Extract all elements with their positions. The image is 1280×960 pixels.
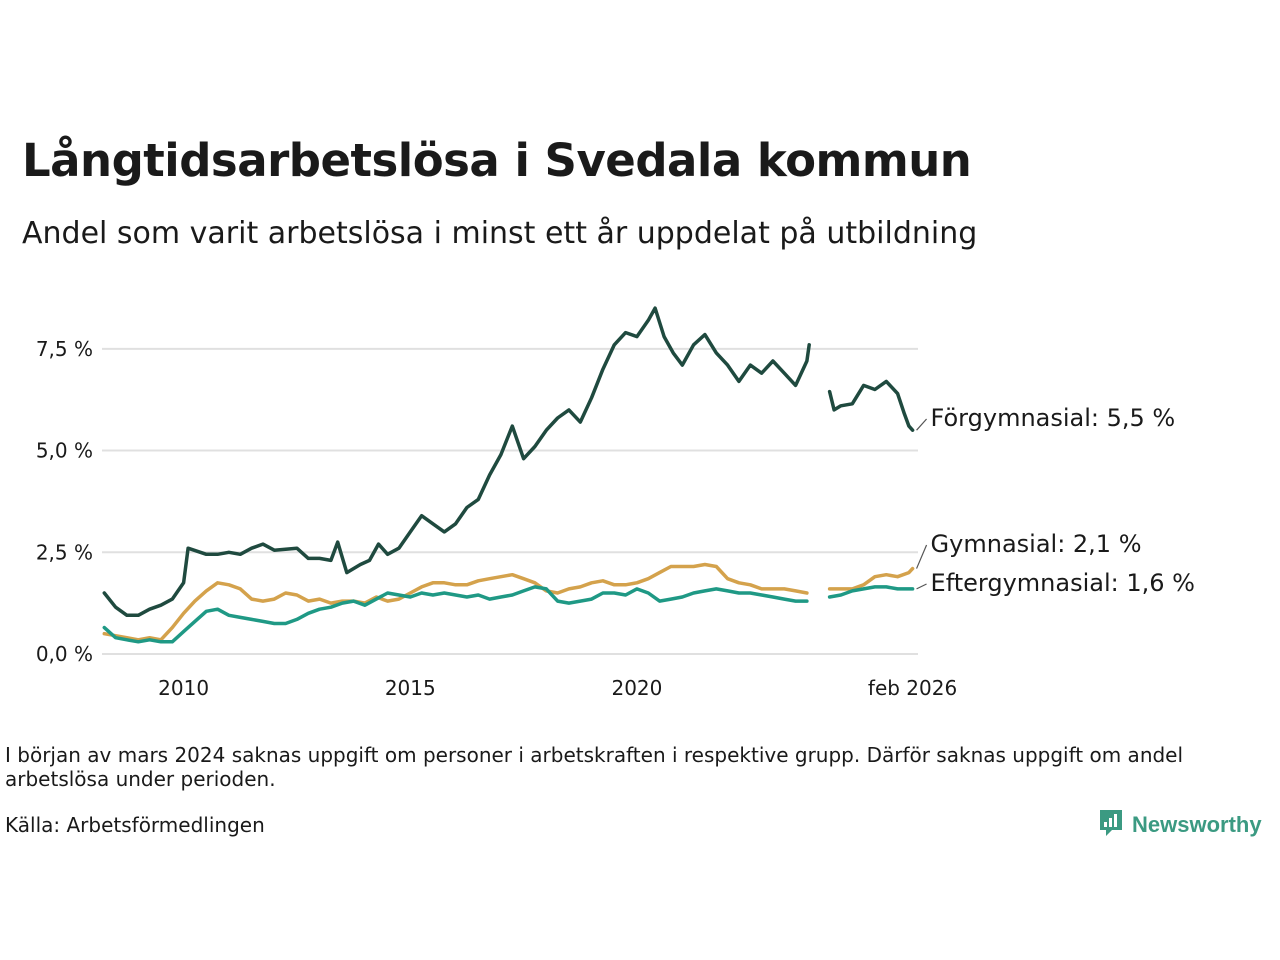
x-tick-label: 2020 bbox=[611, 676, 662, 700]
series-line-eftergymnasial bbox=[102, 585, 809, 644]
y-tick-label: 0,0 % bbox=[36, 642, 93, 666]
series-label-eftergymnasial: Eftergymnasial: 1,6 % bbox=[931, 569, 1195, 597]
series-line-förgymnasial bbox=[102, 306, 811, 618]
y-axis: 0,0 % 2,5 % 5,0 % 7,5 % bbox=[36, 337, 93, 666]
newsworthy-logo-icon bbox=[1098, 808, 1124, 842]
series-labels: Förgymnasial: 5,5 % Gymnasial: 2,1 % Efter… bbox=[916, 404, 1195, 597]
series-lines bbox=[102, 306, 915, 644]
line-chart: 0,0 % 2,5 % 5,0 % 7,5 % 2010 2015 2020 feb 202… bbox=[36, 306, 1195, 700]
y-tick-label: 2,5 % bbox=[36, 540, 93, 564]
label-leader-line bbox=[916, 544, 928, 569]
x-axis: 2010 2015 2020 feb 2026 bbox=[158, 676, 957, 700]
series-line-gymnasial bbox=[827, 566, 915, 591]
chart-title: Långtidsarbetslösa i Svedala kommun bbox=[22, 134, 972, 187]
source-text: Källa: Arbetsförmedlingen bbox=[5, 813, 265, 837]
series-label-gymnasial: Gymnasial: 2,1 % bbox=[931, 530, 1142, 558]
label-leader-line bbox=[916, 583, 927, 590]
x-tick-label: 2010 bbox=[158, 676, 209, 700]
newsworthy-logo[interactable]: Newsworthy bbox=[1098, 808, 1262, 842]
label-leader-line bbox=[916, 418, 928, 431]
series-line-eftergymnasial bbox=[827, 585, 915, 599]
y-tick-label: 5,0 % bbox=[36, 439, 93, 463]
x-tick-label: feb 2026 bbox=[868, 676, 957, 700]
y-tick-label: 7,5 % bbox=[36, 337, 93, 361]
chart-subtitle: Andel som varit arbetslösa i minst ett å… bbox=[22, 216, 978, 251]
newsworthy-logo-text: Newsworthy bbox=[1132, 812, 1262, 837]
series-line-gymnasial bbox=[102, 562, 809, 642]
footnote: I början av mars 2024 saknas uppgift om … bbox=[5, 743, 1184, 791]
grid-lines bbox=[102, 347, 918, 655]
series-label-förgymnasial: Förgymnasial: 5,5 % bbox=[931, 404, 1176, 432]
x-tick-label: 2015 bbox=[385, 676, 436, 700]
series-line-förgymnasial bbox=[827, 379, 915, 432]
